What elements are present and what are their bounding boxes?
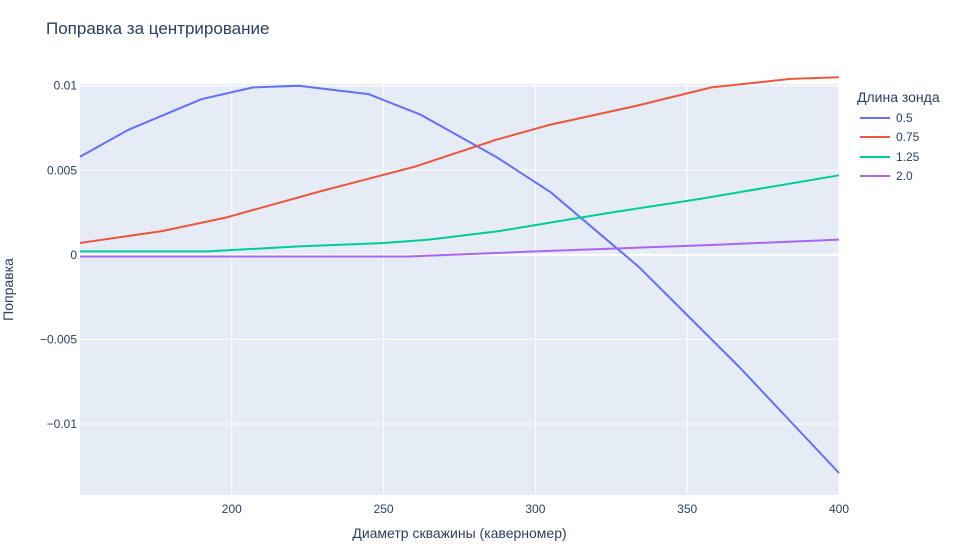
y-tick-label: 0 xyxy=(70,248,77,262)
legend-swatch xyxy=(860,175,890,178)
legend-item-0.5[interactable]: 0.5 xyxy=(857,108,940,128)
legend-label: 1.25 xyxy=(896,149,920,164)
y-tick-label: 0.005 xyxy=(47,163,77,177)
tick-labels: 200 250 300 350 400 0.01 0.005 0 −0.005 −0.01 xyxy=(40,79,849,516)
legend-swatch xyxy=(860,116,890,119)
legend-label: 2.0 xyxy=(896,169,913,184)
legend-item-1.25[interactable]: 1.25 xyxy=(857,147,940,167)
x-tick-label: 300 xyxy=(525,502,545,516)
grid xyxy=(80,84,840,495)
y-tick-label: −0.01 xyxy=(47,417,78,431)
y-axis-title: Поправка xyxy=(0,258,16,321)
x-tick-label: 400 xyxy=(829,502,849,516)
legend-label: 0.75 xyxy=(896,130,920,145)
series-group xyxy=(79,76,840,474)
series-line-2.0 xyxy=(80,238,840,258)
legend: Длина зонда 0.5 0.75 1.25 2.0 xyxy=(857,89,940,186)
legend-title: Длина зонда xyxy=(857,89,940,105)
x-tick-label: 350 xyxy=(677,502,697,516)
legend-swatch xyxy=(860,155,890,158)
legend-items: 0.5 0.75 1.25 2.0 xyxy=(857,108,940,186)
chart-title: Поправка за центрирование xyxy=(46,19,270,38)
series-line-0.75 xyxy=(79,76,840,244)
legend-label: 0.5 xyxy=(896,110,913,125)
series-line-0.5 xyxy=(79,84,840,474)
y-tick-label: −0.005 xyxy=(40,332,77,346)
x-axis-title: Диаметр скважины (каверномер) xyxy=(352,525,566,541)
x-tick-label: 250 xyxy=(374,502,394,516)
legend-item-2.0[interactable]: 2.0 xyxy=(857,167,940,187)
plot-area xyxy=(80,84,839,495)
x-tick-label: 200 xyxy=(222,502,242,516)
legend-item-0.75[interactable]: 0.75 xyxy=(857,128,940,148)
legend-swatch xyxy=(860,136,890,139)
y-tick-label: 0.01 xyxy=(54,79,78,93)
series-line-1.25 xyxy=(80,174,840,253)
